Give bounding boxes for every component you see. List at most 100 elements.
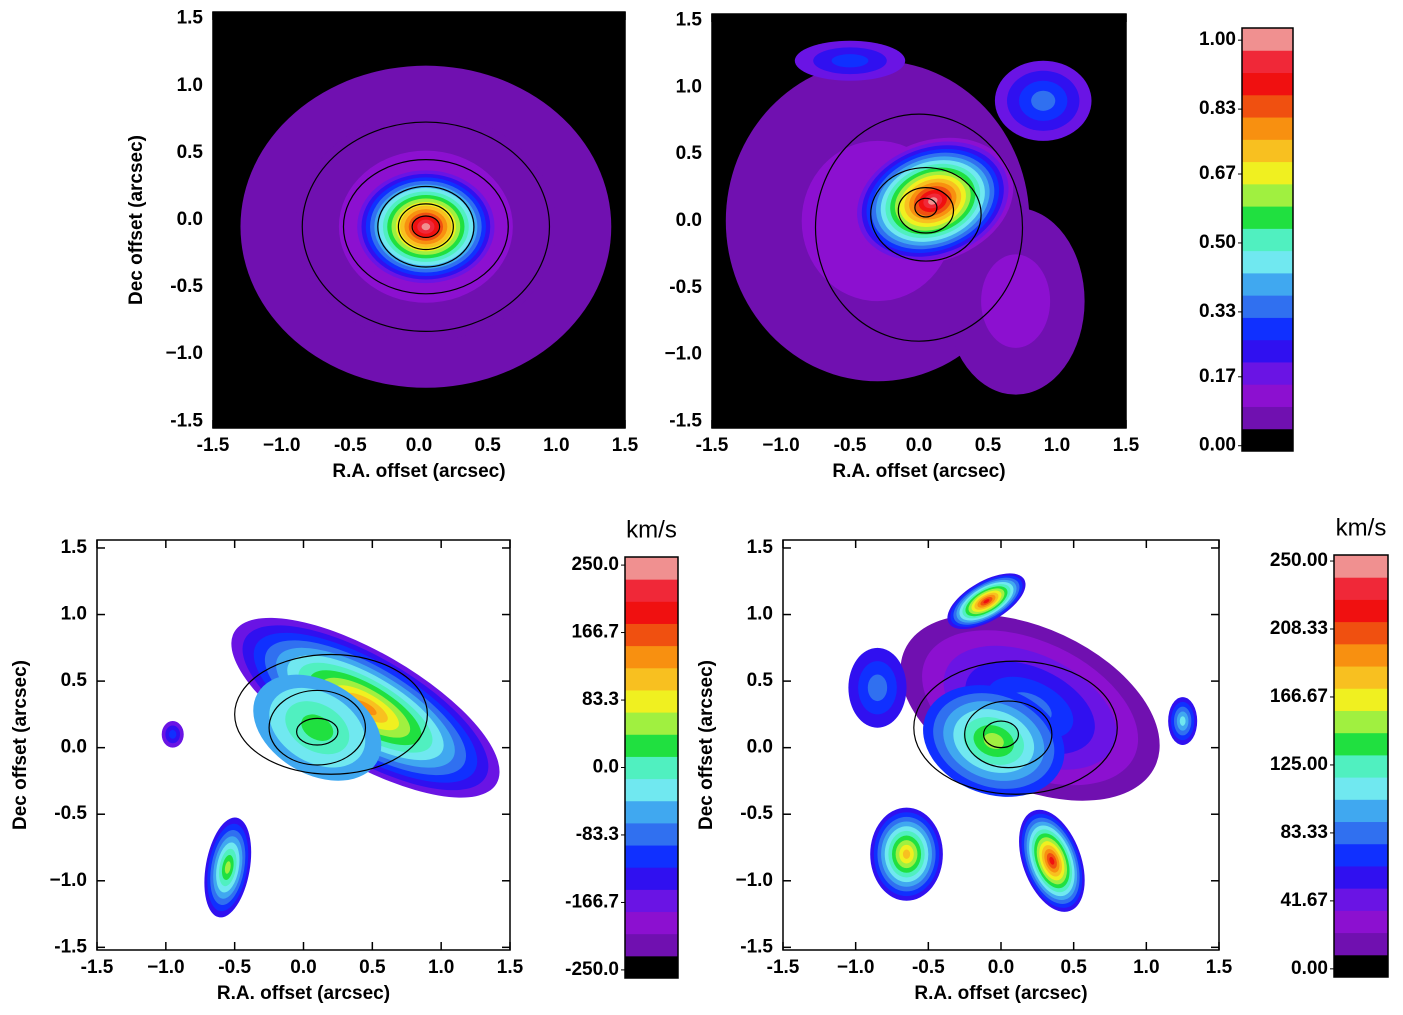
colorbar-tick-label: 83.3: [582, 689, 619, 710]
x-tick-label: 0.0: [290, 957, 316, 978]
heatmap: [161, 617, 500, 918]
colorbar-tick-label: 83.33: [1280, 822, 1328, 843]
y-tick-label: 0.5: [747, 670, 774, 691]
colorbar-tick-label: 0.50: [1199, 232, 1236, 253]
colorbar-step: [1242, 428, 1293, 452]
y-tick-label: 1.5: [177, 8, 204, 29]
heatmap: [848, 573, 1198, 912]
x-tick-label: −1.0: [762, 435, 800, 456]
colorbar-step: [1242, 50, 1293, 74]
colorbar-step: [625, 822, 678, 846]
colorbar-step: [625, 867, 678, 890]
x-axis-label: R.A. offset (arcsec): [914, 983, 1087, 1004]
colorbar-step: [1334, 910, 1388, 934]
x-tick-label: 0.5: [359, 957, 386, 978]
x-axis-label: R.A. offset (arcsec): [332, 461, 505, 482]
contour: [377, 185, 475, 268]
y-tick-label: 0.0: [61, 737, 87, 758]
heatmap-blob: [224, 861, 231, 874]
colorbar-step: [625, 623, 678, 647]
colorbar-step: [1334, 932, 1388, 956]
heatmap-blob: [169, 729, 177, 739]
colorbar-step: [625, 734, 678, 757]
contour: [296, 717, 339, 746]
colorbar-step: [625, 778, 678, 802]
colorbar-step: [1334, 732, 1388, 756]
colorbar-step: [1242, 72, 1293, 96]
y-axis-label: Dec offset (arcsec): [696, 660, 717, 830]
colorbar-step: [1334, 799, 1388, 823]
colorbar-unit: km/s: [626, 516, 677, 543]
colorbar-step: [625, 756, 678, 780]
colorbar-step: [1242, 28, 1293, 51]
y-tick-label: 1.0: [177, 75, 203, 96]
contour: [397, 203, 454, 251]
colorbar-step: [1334, 621, 1388, 645]
colorbar-step: [625, 933, 678, 957]
colorbar-step: [625, 712, 678, 735]
x-tick-label: -1.5: [767, 957, 800, 978]
heatmap-blob: [981, 254, 1051, 348]
y-tick-label: 0.5: [177, 142, 204, 163]
contour: [964, 700, 1053, 769]
contour: [982, 720, 1020, 749]
y-tick-label: -0.5: [740, 803, 773, 824]
y-tick-label: −1.0: [165, 343, 203, 364]
colorbar-tick-label: -166.7: [565, 891, 619, 912]
colorbar-step: [1334, 754, 1388, 778]
x-tick-label: 1.0: [1044, 435, 1070, 456]
colorbar-tick-label: -83.3: [576, 824, 619, 845]
y-tick-label: 1.5: [61, 537, 88, 558]
y-tick-label: 0.0: [177, 209, 203, 230]
y-tick-label: -1.5: [669, 410, 702, 431]
colorbar-step: [625, 845, 678, 868]
heatmap-blob: [983, 599, 990, 604]
colorbar-step: [625, 601, 678, 624]
colorbar-step: [1334, 777, 1388, 800]
colorbar-step: [1242, 94, 1293, 118]
colorbar-step: [1242, 139, 1293, 163]
contour: [814, 113, 1024, 342]
colorbar-step: [1242, 272, 1293, 296]
colorbar-tick-label: 166.67: [1270, 686, 1328, 707]
colorbar-tick-label: 0.83: [1199, 98, 1236, 119]
y-tick-label: 0.5: [676, 143, 703, 164]
colorbar-step: [1242, 361, 1293, 385]
x-tick-label: 1.0: [1133, 957, 1159, 978]
contour: [914, 197, 938, 218]
y-tick-label: 0.0: [747, 737, 773, 758]
colorbar-step: [1334, 843, 1388, 867]
y-axis-label: Dec offset (arcsec): [10, 660, 31, 830]
x-tick-label: -0.5: [218, 957, 251, 978]
colorbar-step: [1334, 710, 1388, 734]
heatmap-blob: [1031, 90, 1056, 111]
colorbar-step: [1334, 888, 1388, 911]
colorbar-tick-label: 0.33: [1199, 301, 1236, 322]
x-tick-label: -1.5: [696, 435, 729, 456]
colorbar-tick-label: 0.67: [1199, 163, 1236, 184]
colorbar-tick-label: 0.00: [1199, 435, 1236, 456]
x-tick-label: -1.5: [81, 957, 114, 978]
colorbar-tick-label: 1.00: [1199, 29, 1236, 50]
contour: [897, 187, 955, 234]
colorbar-step: [625, 557, 678, 580]
colorbar-step: [625, 689, 678, 713]
y-tick-label: 1.5: [676, 10, 703, 31]
x-tick-label: 1.5: [612, 435, 639, 456]
colorbar-step: [1334, 821, 1388, 845]
x-tick-label: 0.5: [474, 435, 501, 456]
colorbar-step: [625, 911, 678, 935]
x-tick-label: 0.0: [988, 957, 1014, 978]
colorbar-step: [1242, 206, 1293, 229]
colorbar-step: [1334, 954, 1388, 978]
contour: [234, 653, 428, 775]
x-tick-label: 0.0: [906, 435, 932, 456]
colorbar-step: [1334, 599, 1388, 623]
x-tick-label: 1.5: [497, 957, 524, 978]
x-tick-label: −1.0: [147, 957, 185, 978]
contour: [268, 689, 367, 766]
colorbar-step: [1242, 117, 1293, 140]
x-tick-label: 1.0: [428, 957, 454, 978]
x-tick-label: -1.5: [197, 435, 230, 456]
colorbar-step: [1242, 250, 1293, 274]
